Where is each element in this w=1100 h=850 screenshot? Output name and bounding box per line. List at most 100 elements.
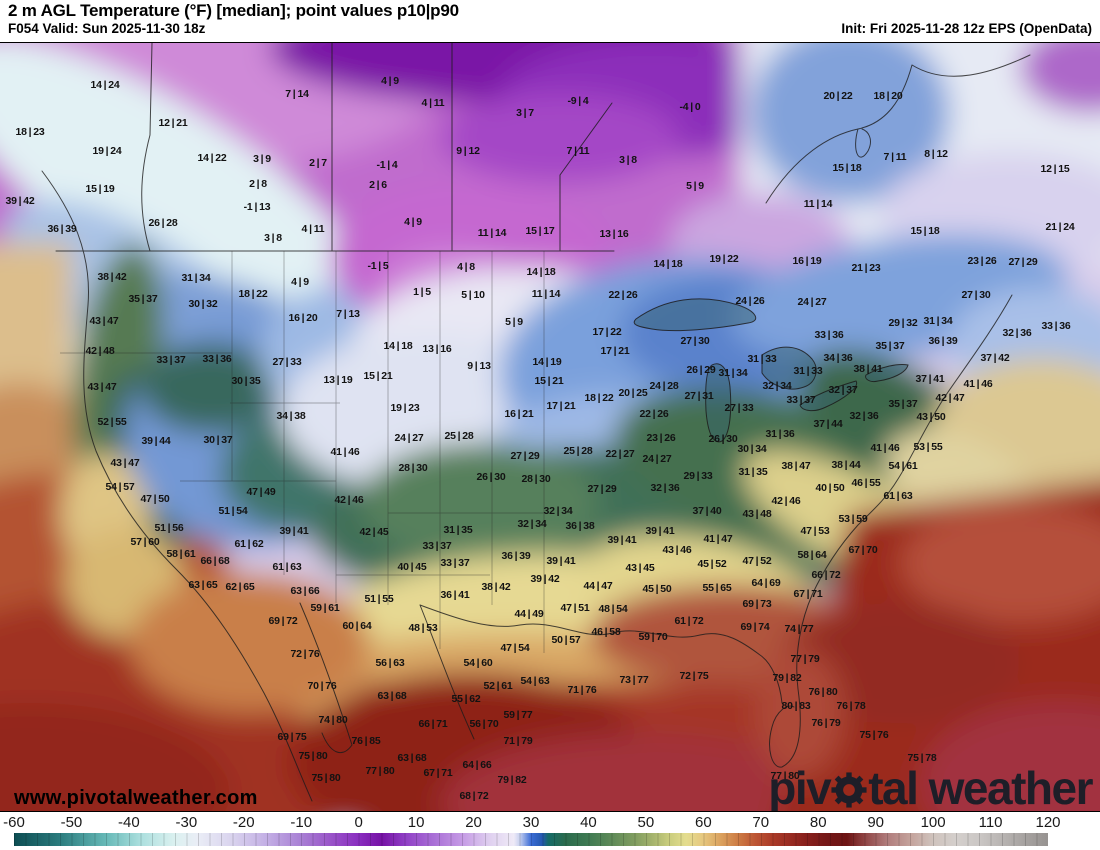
point-value: 64 | 66 [462, 759, 492, 771]
point-value: 71 | 76 [567, 684, 597, 696]
point-value: 20 | 25 [618, 387, 648, 399]
point-value: 2 | 8 [249, 178, 267, 190]
point-value: 8 | 12 [924, 148, 948, 160]
point-value: 33 | 37 [422, 540, 452, 552]
point-value: 73 | 77 [619, 674, 649, 686]
point-value: 75 | 78 [907, 752, 937, 764]
point-value: 39 | 42 [5, 195, 35, 207]
point-value: 42 | 46 [334, 494, 364, 506]
point-value: 39 | 41 [607, 534, 637, 546]
point-value: 24 | 27 [394, 432, 424, 444]
point-value: 41 | 46 [330, 446, 360, 458]
point-value: 53 | 59 [838, 513, 868, 525]
point-value: 43 | 50 [916, 411, 946, 423]
point-value: 77 | 80 [365, 765, 395, 777]
point-value: 3 | 7 [516, 107, 534, 119]
point-value: 63 | 66 [290, 585, 320, 597]
point-value: 54 | 63 [520, 675, 550, 687]
point-value: 41 | 46 [963, 378, 993, 390]
point-value: 42 | 45 [359, 526, 389, 538]
point-value: 36 | 41 [440, 589, 470, 601]
colorbar-tick-label: 0 [354, 814, 363, 831]
point-value: 4 | 11 [421, 97, 445, 109]
point-value: 4 | 11 [301, 223, 325, 235]
state-borders [60, 251, 545, 653]
point-value: 4 | 9 [404, 216, 422, 228]
point-value: 69 | 73 [742, 598, 772, 610]
point-value: 36 | 38 [565, 520, 595, 532]
point-value: 67 | 71 [423, 767, 453, 779]
point-value: -1 | 5 [367, 260, 389, 272]
point-value: 18 | 22 [238, 288, 268, 300]
point-value: 15 | 18 [832, 162, 862, 174]
point-value: 14 | 18 [653, 258, 683, 270]
point-value: 16 | 21 [504, 408, 534, 420]
point-value: 1 | 5 [413, 286, 431, 298]
point-value: 24 | 27 [642, 453, 672, 465]
point-value: 33 | 37 [786, 394, 816, 406]
colorbar-tick-label: 100 [920, 814, 946, 831]
point-value: 31 | 34 [923, 315, 953, 327]
point-value: 23 | 26 [967, 255, 997, 267]
point-value: 35 | 37 [875, 340, 905, 352]
point-value: 43 | 47 [110, 457, 140, 469]
point-value: 41 | 46 [870, 442, 900, 454]
point-value: 37 | 40 [692, 505, 722, 517]
point-value: 33 | 36 [814, 329, 844, 341]
point-value: 79 | 82 [497, 774, 527, 786]
point-value: 4 | 9 [381, 75, 399, 87]
point-value: 31 | 33 [793, 365, 823, 377]
point-value: 61 | 63 [883, 490, 913, 502]
point-value: 47 | 51 [560, 602, 590, 614]
point-value: 47 | 50 [140, 493, 170, 505]
point-value: 12 | 15 [1040, 163, 1070, 175]
point-value: 26 | 29 [686, 364, 716, 376]
point-value: 31 | 35 [443, 524, 473, 536]
point-value: 80 | 83 [781, 700, 811, 712]
point-value: 22 | 26 [639, 408, 669, 420]
point-value: 70 | 76 [307, 680, 337, 692]
point-value: 59 | 61 [310, 602, 340, 614]
point-value: 21 | 23 [851, 262, 881, 274]
colorbar-segments [14, 833, 1048, 846]
point-value: 72 | 75 [679, 670, 709, 682]
point-value: 61 | 63 [272, 561, 302, 573]
point-value: 16 | 20 [288, 312, 318, 324]
point-value: 15 | 17 [525, 225, 555, 237]
point-value: 68 | 72 [459, 790, 489, 802]
point-values-layer: 14 | 24 7 | 14 18 | 23 12 | 21 19 | 24 14 | 2… [0, 43, 1100, 811]
point-value: 79 | 82 [772, 672, 802, 684]
point-value: 64 | 69 [751, 577, 781, 589]
colorbar-tick-label: -50 [60, 814, 83, 831]
colorbar-tick-label: 120 [1035, 814, 1061, 831]
point-value: 69 | 75 [277, 731, 307, 743]
point-value: 32 | 34 [762, 380, 792, 392]
point-value: 27 | 29 [587, 483, 617, 495]
point-value: 54 | 60 [463, 657, 493, 669]
point-value: 71 | 79 [503, 735, 533, 747]
point-value: 32 | 34 [543, 505, 573, 517]
point-value: 30 | 34 [737, 443, 767, 455]
point-value: 16 | 19 [792, 255, 822, 267]
point-value: 38 | 42 [97, 271, 127, 283]
point-value: 22 | 26 [608, 289, 638, 301]
colorbar-tick-label: 40 [580, 814, 597, 831]
point-value: 59 | 70 [638, 631, 668, 643]
point-value: 42 | 47 [935, 392, 965, 404]
point-value: 76 | 85 [351, 735, 381, 747]
point-value: 5 | 9 [505, 316, 523, 328]
point-value: 55 | 65 [702, 582, 732, 594]
point-value: -9 | 4 [567, 95, 589, 107]
point-value: 30 | 37 [203, 434, 233, 446]
point-value: 15 | 21 [363, 370, 393, 382]
point-value: 34 | 36 [823, 352, 853, 364]
point-value: 19 | 22 [709, 253, 739, 265]
point-value: 75 | 80 [311, 772, 341, 784]
colorbar-tick-label: 60 [694, 814, 712, 831]
point-value: -1 | 4 [376, 159, 398, 171]
point-value: -4 | 0 [679, 101, 701, 113]
point-value: 15 | 21 [534, 375, 564, 387]
point-value: 25 | 28 [563, 445, 593, 457]
point-value: 47 | 52 [742, 555, 772, 567]
